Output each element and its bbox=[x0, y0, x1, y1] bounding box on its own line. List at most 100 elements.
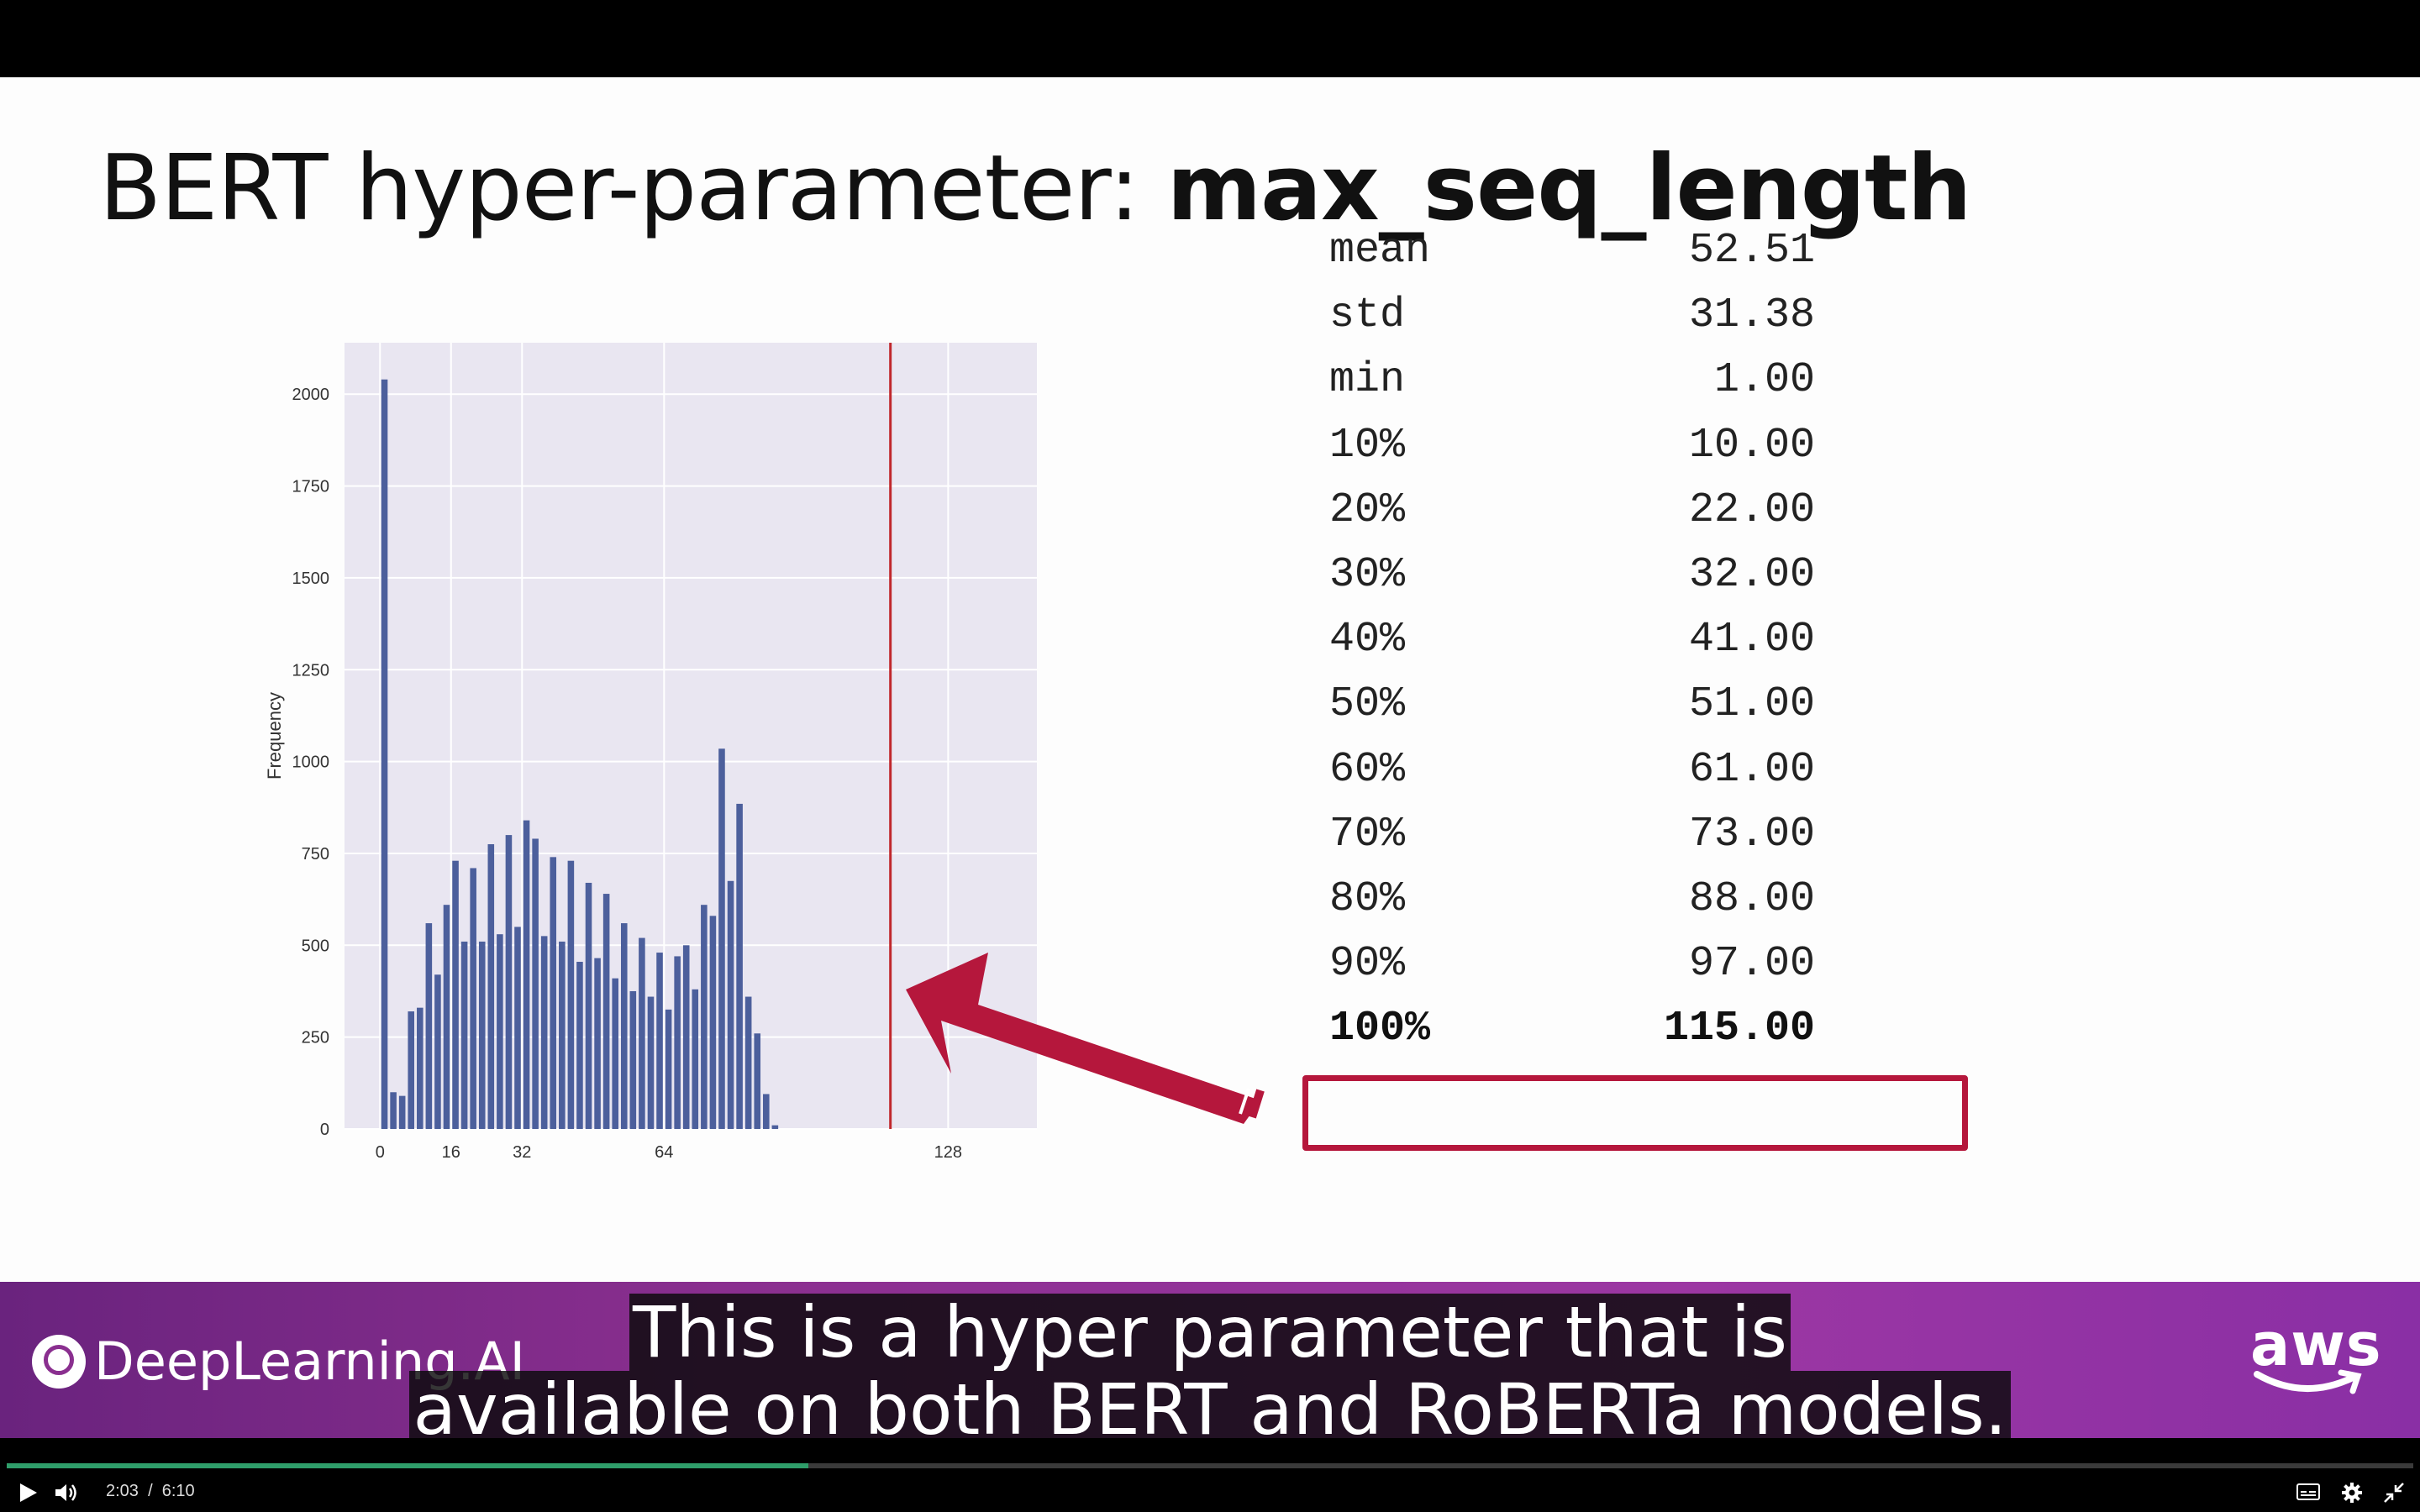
stat-row: 40% 41.00 bbox=[1328, 616, 1815, 680]
x-tick-label: 32 bbox=[513, 1143, 531, 1162]
stat-value: 10.00 bbox=[1688, 421, 1815, 470]
histogram-bar bbox=[434, 974, 441, 1129]
x-tick-label: 128 bbox=[934, 1143, 962, 1162]
caption-line-2: available on both BERT and RoBERTa model… bbox=[409, 1371, 2011, 1448]
histogram-bar bbox=[514, 927, 521, 1129]
histogram-bar bbox=[576, 961, 583, 1129]
histogram-bar bbox=[523, 820, 530, 1129]
histogram-bar bbox=[487, 844, 495, 1129]
stat-label: 20% bbox=[1329, 486, 1406, 534]
stat-label: 100% bbox=[1329, 1005, 1431, 1053]
histogram-bar bbox=[629, 990, 637, 1129]
duration: 6:10 bbox=[161, 1482, 195, 1500]
caption-line-1: This is a hyper parameter that is bbox=[629, 1294, 1791, 1371]
stat-value: 97.00 bbox=[1688, 940, 1815, 989]
stat-row: 20% 22.00 bbox=[1328, 486, 1815, 551]
aws-smile-icon bbox=[2254, 1369, 2362, 1394]
exit-fullscreen-icon[interactable] bbox=[2383, 1482, 2405, 1504]
stat-value: 22.00 bbox=[1688, 486, 1815, 534]
stat-row: 100% 115.00 bbox=[1328, 1005, 1815, 1069]
histogram-bar bbox=[559, 941, 566, 1129]
histogram-bar bbox=[612, 978, 618, 1129]
x-tick-label: 16 bbox=[442, 1143, 460, 1162]
x-tick-label: 64 bbox=[655, 1143, 673, 1162]
histogram-bar bbox=[602, 894, 610, 1129]
histogram-bar bbox=[736, 803, 743, 1129]
y-tick-label: 1250 bbox=[292, 661, 330, 680]
stat-value: 1.00 bbox=[1713, 356, 1815, 405]
y-tick-label: 250 bbox=[302, 1029, 329, 1047]
progress-bar[interactable] bbox=[7, 1463, 2413, 1468]
stat-row: 30% 32.00 bbox=[1328, 551, 1815, 616]
stat-value: 61.00 bbox=[1688, 745, 1815, 794]
deeplearning-logo-icon bbox=[32, 1334, 86, 1389]
time-display: 2:03 / 6:10 bbox=[106, 1482, 195, 1501]
histogram-bar bbox=[620, 923, 628, 1129]
histogram-bar bbox=[550, 857, 557, 1129]
current-time: 2:03 bbox=[106, 1482, 139, 1500]
progress-fill bbox=[7, 1463, 808, 1468]
stat-value: 52.51 bbox=[1688, 227, 1815, 275]
stat-row: 90% 97.00 bbox=[1328, 940, 1815, 1005]
stat-label: 40% bbox=[1329, 616, 1406, 664]
captions-icon[interactable] bbox=[2296, 1482, 2321, 1502]
histogram-bar bbox=[665, 1009, 672, 1129]
play-icon[interactable] bbox=[17, 1482, 39, 1504]
slide-title: BERT hyper-parameter: max_seq_length bbox=[99, 136, 1972, 241]
pointer-arrow-tail-2 bbox=[1248, 1089, 1265, 1119]
histogram-bar bbox=[709, 916, 717, 1129]
subtitle-captions: This is a hyper parameter that is availa… bbox=[0, 1294, 2420, 1448]
histogram-bar bbox=[408, 1011, 415, 1129]
settings-icon[interactable] bbox=[2341, 1482, 2363, 1504]
stat-row: 50% 51.00 bbox=[1328, 680, 1815, 745]
histogram-bar bbox=[460, 941, 468, 1129]
histogram-bar bbox=[754, 1033, 761, 1129]
stat-label: 50% bbox=[1329, 680, 1406, 729]
histogram-bar bbox=[692, 989, 699, 1129]
player-controls: 2:03 / 6:10 bbox=[0, 1438, 2420, 1512]
histogram-bar bbox=[425, 923, 433, 1129]
y-tick-label: 500 bbox=[302, 937, 329, 955]
histogram-bar bbox=[744, 996, 752, 1129]
max-highlight-box bbox=[1302, 1075, 1968, 1151]
histogram-bar bbox=[647, 996, 655, 1129]
stat-value: 41.00 bbox=[1688, 616, 1815, 664]
stat-label: 80% bbox=[1329, 875, 1406, 923]
stat-row: 60% 61.00 bbox=[1328, 746, 1815, 811]
y-axis-label: Frequency bbox=[264, 692, 285, 780]
histogram-bar bbox=[390, 1092, 397, 1129]
stat-label: 10% bbox=[1329, 421, 1406, 470]
histogram-bar bbox=[656, 953, 663, 1129]
histogram-bar bbox=[452, 860, 459, 1129]
stat-label: std bbox=[1329, 291, 1406, 340]
stat-row: min 1.00 bbox=[1328, 356, 1815, 421]
histogram-bar bbox=[585, 882, 592, 1129]
stat-row: 10% 10.00 bbox=[1328, 422, 1815, 486]
volume-icon[interactable] bbox=[54, 1482, 79, 1504]
pointer-arrow-tail-1 bbox=[1239, 1088, 1250, 1115]
histogram-bar bbox=[381, 379, 388, 1130]
histogram-bar bbox=[567, 860, 575, 1129]
y-tick-label: 1500 bbox=[292, 570, 330, 588]
stat-value: 73.00 bbox=[1688, 810, 1815, 858]
histogram-bar bbox=[674, 956, 681, 1129]
histogram-bar bbox=[398, 1095, 406, 1129]
y-tick-label: 1000 bbox=[292, 753, 330, 772]
histogram-bar bbox=[639, 937, 645, 1129]
stat-label: 60% bbox=[1329, 745, 1406, 794]
stat-label: 30% bbox=[1329, 551, 1406, 599]
y-tick-label: 750 bbox=[302, 845, 329, 864]
stat-value: 51.00 bbox=[1688, 680, 1815, 729]
histogram-bar bbox=[443, 905, 450, 1129]
stat-value: 88.00 bbox=[1688, 875, 1815, 923]
y-tick-label: 1750 bbox=[292, 478, 330, 496]
histogram-bar bbox=[594, 958, 601, 1129]
histogram-bar bbox=[417, 1007, 424, 1129]
time-separator: / bbox=[148, 1482, 153, 1500]
histogram-bar bbox=[532, 838, 539, 1129]
histogram-bar bbox=[701, 905, 708, 1129]
title-bold: max_seq_length bbox=[1166, 136, 1972, 241]
stat-row: 70% 73.00 bbox=[1328, 811, 1815, 875]
title-regular: BERT hyper-parameter: bbox=[99, 136, 1167, 241]
y-tick-label: 0 bbox=[320, 1121, 329, 1139]
